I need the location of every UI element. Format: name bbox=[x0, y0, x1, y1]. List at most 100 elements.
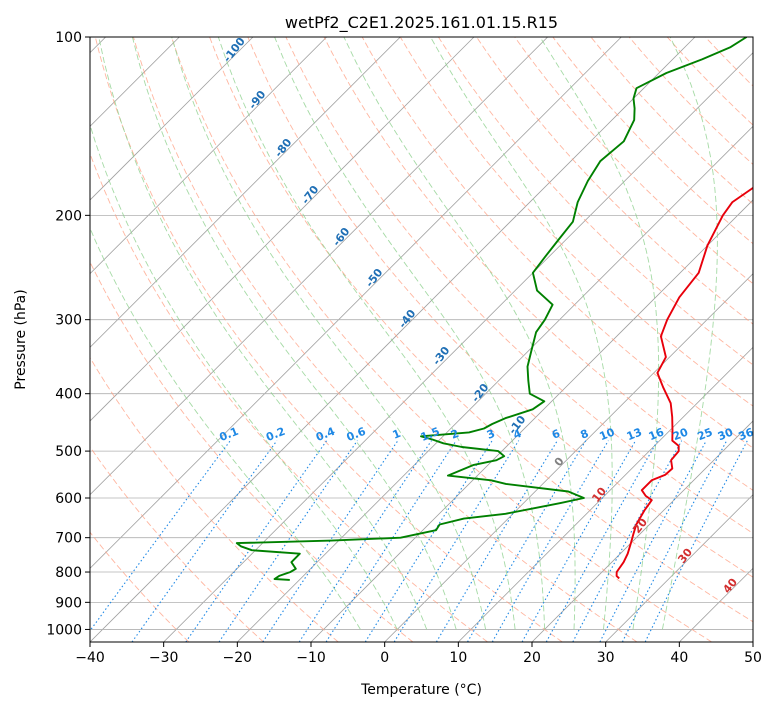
dry-adiabat bbox=[514, 37, 753, 285]
mixing-ratio-label: 16 bbox=[647, 425, 666, 443]
x-tick-label: 10 bbox=[449, 650, 467, 666]
x-axis-label: Temperature (°C) bbox=[360, 682, 482, 698]
y-tick-label: 600 bbox=[55, 491, 82, 507]
moist-adiabat-label: 30 bbox=[675, 546, 695, 566]
x-tick-label: 30 bbox=[597, 650, 615, 666]
isotherm bbox=[679, 567, 753, 642]
mixing-ratio-label: 30 bbox=[716, 425, 735, 443]
moist-adiabat bbox=[661, 37, 718, 630]
temperature-line bbox=[615, 186, 753, 580]
mixing-ratio-line bbox=[325, 440, 457, 642]
moist-adiabat-label: -60 bbox=[330, 225, 353, 249]
dry-adiabat bbox=[476, 37, 753, 325]
y-tick-label: 200 bbox=[55, 208, 82, 224]
mixing-ratio-label: 25 bbox=[695, 425, 714, 443]
dry-adiabat bbox=[247, 37, 753, 578]
dry-adiabat bbox=[704, 37, 753, 87]
dry-adiabat bbox=[323, 37, 753, 491]
mixing-ratio-line bbox=[393, 440, 520, 642]
mixing-ratio-label: 0.2 bbox=[264, 425, 287, 444]
moist-adiabat-label: 10 bbox=[589, 485, 609, 505]
isotherm bbox=[90, 37, 548, 496]
dry-adiabat bbox=[94, 37, 563, 642]
mixing-ratio-line bbox=[185, 440, 328, 642]
isotherm bbox=[163, 52, 753, 642]
dry-adiabat bbox=[90, 356, 339, 642]
mixing-ratio-label: 2 bbox=[449, 427, 461, 442]
moist-adiabat-label: 40 bbox=[720, 576, 740, 596]
dry-adiabat bbox=[132, 37, 638, 642]
moist-adiabat bbox=[171, 37, 487, 630]
moist-adiabat-label: -50 bbox=[363, 266, 386, 290]
y-tick-label: 800 bbox=[55, 565, 82, 581]
isotherm bbox=[605, 494, 753, 642]
dry-adiabat bbox=[90, 446, 264, 642]
mixing-ratio-label: 1 bbox=[391, 427, 403, 442]
y-tick-label: 400 bbox=[55, 387, 82, 403]
moist-adiabat-label: -30 bbox=[430, 344, 453, 368]
x-tick-label: −30 bbox=[149, 650, 179, 666]
mixing-ratio-line bbox=[435, 440, 558, 642]
y-tick-label: 300 bbox=[55, 313, 82, 329]
mixing-ratio-line bbox=[298, 440, 432, 642]
moist-adiabat-label: 0 bbox=[552, 455, 567, 469]
y-tick-label: 500 bbox=[55, 444, 82, 460]
isotherm bbox=[90, 37, 696, 642]
x-tick-label: 20 bbox=[523, 650, 541, 666]
y-axis-label: Pressure (hPa) bbox=[13, 289, 29, 389]
moist-adiabat bbox=[539, 37, 660, 630]
moist-adiabat bbox=[343, 37, 576, 630]
dry-adiabat bbox=[90, 261, 414, 642]
x-tick-label: −40 bbox=[75, 650, 105, 666]
y-tick-label: 100 bbox=[55, 30, 82, 46]
moist-adiabat-label: -100 bbox=[221, 35, 248, 65]
mixing-ratio-line bbox=[644, 440, 748, 642]
dry-adiabat bbox=[285, 37, 753, 534]
mixing-ratio-line bbox=[491, 440, 609, 642]
sounding-curves bbox=[235, 37, 753, 581]
moist-adiabat bbox=[131, 37, 457, 630]
dewpoint-line bbox=[235, 37, 748, 581]
isotherm bbox=[90, 37, 475, 422]
background-lines bbox=[90, 37, 753, 642]
x-tick-label: 50 bbox=[744, 650, 762, 666]
moist-adiabat bbox=[430, 37, 613, 630]
mixing-ratio-line bbox=[521, 440, 637, 642]
mixing-ratio-label: 13 bbox=[625, 425, 644, 443]
moist-adiabat-label: -20 bbox=[469, 381, 492, 405]
moist-adiabat-label: -70 bbox=[299, 183, 322, 207]
mixing-ratio-line bbox=[599, 440, 707, 642]
isotherm bbox=[90, 37, 401, 348]
moist-adiabat bbox=[274, 37, 546, 630]
isotherm bbox=[384, 273, 753, 642]
x-tick-label: 0 bbox=[380, 650, 389, 666]
mixing-ratio-line bbox=[364, 440, 493, 642]
isotherm bbox=[531, 420, 753, 642]
moist-adiabat-label: -80 bbox=[272, 136, 295, 160]
isotherm bbox=[90, 37, 622, 569]
mixing-ratio-label: 20 bbox=[671, 425, 690, 443]
isotherm bbox=[90, 37, 254, 201]
plot-frame bbox=[89, 36, 754, 643]
line-labels: 0.1 0.2 0.4 0.6 1 1.5 2 3 4 6 8 10 13 16 20 25 30 36-100-… bbox=[217, 35, 755, 596]
mixing-ratio-line bbox=[621, 440, 728, 642]
mixing-ratio-line bbox=[545, 440, 659, 642]
dry-adiabat bbox=[399, 37, 753, 407]
x-tick-label: 40 bbox=[670, 650, 688, 666]
y-tick-label: 900 bbox=[55, 595, 82, 611]
mixing-ratio-label: 0.4 bbox=[314, 425, 337, 444]
isotherm bbox=[752, 641, 753, 642]
axes: −40 −30 −20 −10 0 10 20 30 40 5010020030040050060… bbox=[46, 30, 762, 666]
mixing-ratio-label: 0.1 bbox=[217, 425, 240, 444]
x-tick-label: −20 bbox=[223, 650, 253, 666]
y-tick-label: 700 bbox=[55, 531, 82, 547]
dry-adiabat bbox=[552, 37, 753, 245]
mixing-ratio-label: 10 bbox=[598, 425, 617, 443]
mixing-ratio-line bbox=[131, 440, 278, 642]
moist-adiabat bbox=[98, 37, 428, 630]
mixing-ratio-label: 3 bbox=[485, 427, 497, 442]
y-tick-label: 1000 bbox=[46, 622, 82, 638]
moist-adiabat-label: -40 bbox=[396, 307, 419, 331]
moist-adiabat-label: -90 bbox=[246, 88, 269, 112]
